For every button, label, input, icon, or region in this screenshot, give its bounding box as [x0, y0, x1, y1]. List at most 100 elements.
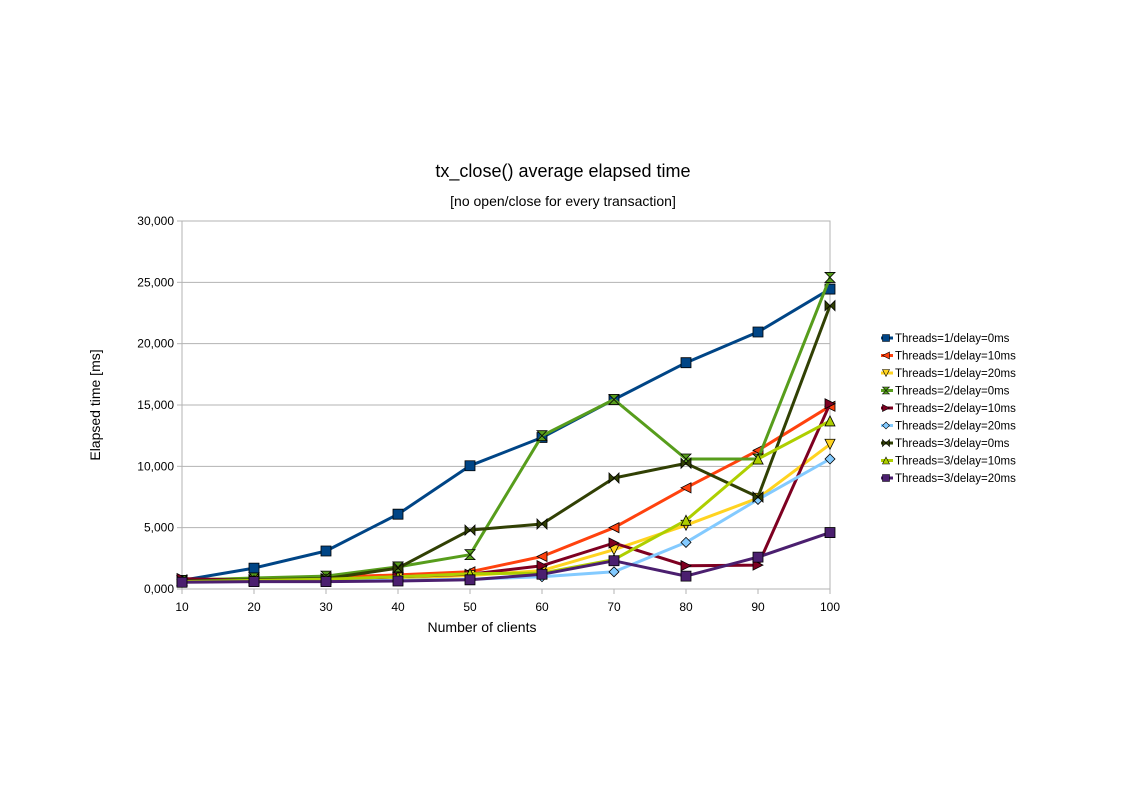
y-tick-label: 15,000 [137, 398, 174, 412]
data-point [248, 576, 260, 588]
legend-item: Threads=1/delay=0ms [881, 333, 1010, 345]
series-line [181, 403, 832, 582]
data-point [680, 457, 692, 470]
x-tick-label: 30 [319, 600, 333, 614]
data-point [824, 453, 836, 465]
legend-label: Threads=3/delay=0ms [895, 438, 1010, 450]
legend-label: Threads=1/delay=10ms [895, 351, 1016, 363]
data-point [536, 430, 548, 442]
y-tick-label: 25,000 [137, 275, 174, 289]
data-point [752, 551, 764, 563]
legend-label: Threads=1/delay=0ms [895, 333, 1010, 345]
series-line [181, 287, 831, 582]
data-point [824, 527, 836, 538]
series-line [181, 531, 831, 584]
legend-marker [882, 369, 890, 378]
data-point [464, 524, 476, 537]
data-point [608, 537, 620, 549]
legend-marker [882, 404, 891, 412]
data-point [824, 438, 836, 451]
data-point [608, 394, 620, 405]
legend-item: Threads=2/delay=0ms [881, 386, 1010, 398]
series-1 [176, 283, 836, 586]
data-point [176, 576, 188, 588]
data-point [824, 299, 836, 312]
data-point [680, 514, 692, 526]
x-tick-label: 100 [820, 600, 840, 614]
legend-marker [882, 474, 890, 482]
data-point [536, 568, 548, 580]
y-axis-ticks: 0,000 5,000 10,000 15,000 20,000 25,000 30,000 [137, 214, 182, 596]
legend-label: Threads=2/delay=20ms [895, 421, 1016, 433]
data-point [824, 272, 836, 283]
data-point [680, 482, 692, 494]
legend-item: Threads=2/delay=10ms [881, 403, 1016, 415]
legend-marker [881, 351, 890, 360]
legend-item: Threads=3/delay=20ms [881, 473, 1016, 485]
series-line [181, 276, 832, 582]
legend-marker [882, 456, 890, 465]
data-point [824, 398, 836, 410]
x-axis-label: Number of clients [428, 619, 537, 635]
legend-item: Threads=3/delay=10ms [881, 456, 1016, 468]
data-point [320, 576, 332, 588]
x-axis-ticks: 10 20 30 40 50 60 70 80 90 100 [175, 589, 840, 614]
chart-subtitle: [no open/close for every transaction] [450, 193, 676, 209]
series-9 [176, 527, 836, 588]
data-point [752, 491, 764, 503]
legend-item: Threads=1/delay=20ms [881, 368, 1016, 380]
legend-label: Threads=3/delay=10ms [895, 456, 1016, 468]
y-axis-label: Elapsed time [ms] [87, 349, 103, 460]
legend-item: Threads=2/delay=20ms [881, 421, 1016, 433]
data-point [680, 536, 692, 548]
data-point [608, 472, 620, 484]
x-tick-label: 60 [535, 600, 549, 614]
x-tick-label: 90 [751, 600, 765, 614]
legend-label: Threads=1/delay=20ms [895, 368, 1016, 380]
data-point [464, 549, 476, 561]
series-8 [176, 415, 836, 588]
series-lines [176, 272, 836, 588]
y-tick-label: 10,000 [137, 459, 174, 473]
series-5 [176, 398, 836, 587]
data-point [248, 562, 260, 574]
data-point [752, 326, 764, 338]
grid-lines [182, 220, 830, 590]
x-tick-label: 70 [607, 600, 621, 614]
data-point [392, 508, 404, 520]
data-point [392, 562, 404, 575]
legend-label: Threads=2/delay=0ms [895, 386, 1010, 398]
data-point [536, 550, 548, 563]
y-tick-label: 20,000 [137, 337, 174, 351]
legend-label: Threads=3/delay=20ms [895, 473, 1016, 485]
x-tick-label: 20 [247, 600, 261, 614]
data-point [464, 574, 476, 586]
y-tick-label: 30,000 [137, 214, 174, 228]
legend-item: Threads=1/delay=10ms [881, 351, 1016, 363]
data-point [608, 566, 620, 578]
data-point [680, 357, 692, 369]
data-point [320, 545, 332, 557]
legend: Threads=1/delay=0ms Threads=1/delay=10ms T… [881, 333, 1016, 485]
legend-marker [881, 386, 891, 395]
x-tick-label: 40 [391, 600, 405, 614]
legend-label: Threads=2/delay=10ms [895, 403, 1016, 415]
legend-item: Threads=3/delay=0ms [881, 438, 1010, 450]
x-tick-label: 10 [175, 600, 189, 614]
x-tick-label: 80 [679, 600, 693, 614]
data-point [824, 415, 836, 427]
data-point [536, 518, 548, 530]
chart-title: tx_close() average elapsed time [435, 161, 690, 182]
series-line [181, 305, 832, 583]
y-tick-label: 0,000 [144, 582, 174, 596]
legend-marker [882, 334, 890, 342]
legend-marker [882, 421, 890, 430]
legend-marker [882, 438, 890, 448]
data-point [752, 559, 764, 571]
data-point [392, 575, 404, 587]
data-point [608, 522, 620, 534]
data-point [464, 460, 476, 472]
data-point [752, 453, 764, 465]
x-tick-label: 50 [463, 600, 477, 614]
